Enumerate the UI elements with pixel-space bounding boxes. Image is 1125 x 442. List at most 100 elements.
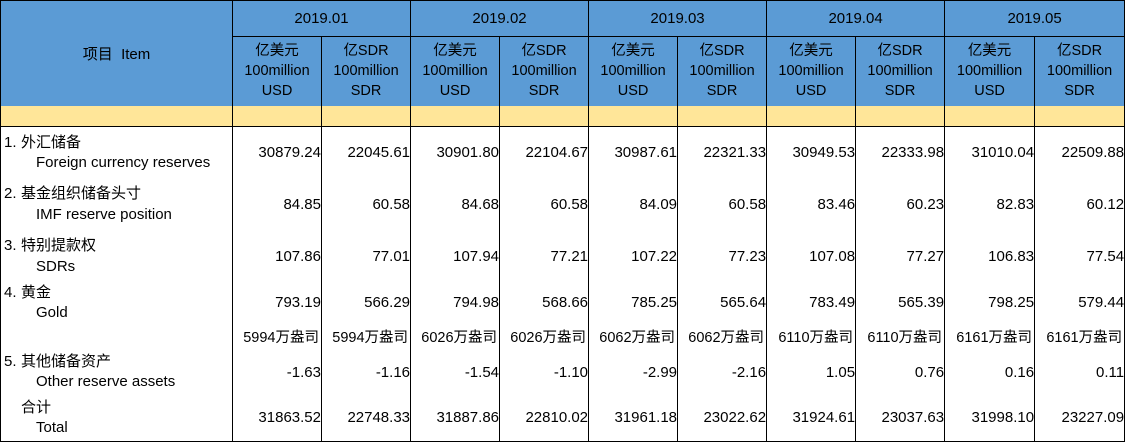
row-number: 4. — [4, 283, 17, 301]
value-cell: 23037.63 — [855, 395, 946, 441]
row-label-zh: 合计 — [21, 398, 52, 416]
value-cell: -2.16 — [677, 349, 768, 395]
band-cell — [766, 105, 857, 127]
value-cell: 77.27 — [855, 230, 946, 283]
value-cell: 22333.98 — [855, 126, 946, 179]
row-label: 合计 Total — [0, 395, 233, 441]
row-label: 1. 外汇储备 Foreign currency reserves — [0, 126, 233, 179]
value-cell: 60.58 — [677, 178, 768, 231]
value-cell: 77.21 — [499, 230, 590, 283]
row-label-en: Gold — [36, 303, 68, 321]
row-number: 5. — [4, 352, 17, 370]
value-cell: 6026万盎司 — [499, 323, 590, 349]
value-cell: -1.10 — [499, 349, 590, 395]
unit-header-sdr: 亿SDR 100million SDR — [855, 36, 946, 106]
value-cell: 566.29 — [320, 282, 412, 323]
value-cell: 565.64 — [677, 282, 768, 323]
band-cell — [410, 105, 501, 127]
value-cell: 793.19 — [232, 282, 322, 323]
value-cell: 107.22 — [588, 230, 679, 283]
item-column-header: 项目 Item — [0, 0, 233, 106]
value-cell: 579.44 — [1034, 282, 1125, 323]
value-cell: 106.83 — [944, 230, 1036, 283]
value-cell: 23227.09 — [1034, 395, 1125, 441]
value-cell: 84.85 — [232, 178, 322, 231]
period-header: 2019.03 — [588, 0, 768, 37]
value-cell: 6026万盎司 — [410, 323, 501, 349]
value-cell: 77.54 — [1034, 230, 1125, 283]
value-cell: -1.63 — [232, 349, 322, 395]
row-label — [0, 323, 233, 349]
value-cell: 22748.33 — [320, 395, 412, 441]
value-cell: 5994万盎司 — [320, 323, 412, 349]
period-header: 2019.04 — [766, 0, 946, 37]
row-label: 4. 黄金 Gold — [0, 282, 233, 323]
band-cell — [0, 105, 233, 127]
header-unit-row: 亿美元 100million USD 亿SDR 100million SDR 亿… — [1, 36, 1125, 106]
value-cell: 6062万盎司 — [677, 323, 768, 349]
value-cell: 30949.53 — [766, 126, 857, 179]
value-cell: 30987.61 — [588, 126, 679, 179]
row-label-zh: 外汇储备 — [21, 133, 82, 151]
value-cell: 6062万盎司 — [588, 323, 679, 349]
table-row: 5. 其他储备资产 Other reserve assets -1.63 -1.1… — [0, 349, 1125, 395]
value-cell: 22104.67 — [499, 126, 590, 179]
separator-band — [0, 105, 1125, 127]
value-cell: 31961.18 — [588, 395, 679, 441]
value-cell: 565.39 — [855, 282, 946, 323]
row-label-zh: 基金组织储备头寸 — [21, 185, 142, 203]
unit-header-usd: 亿美元 100million USD — [410, 36, 501, 106]
value-cell: 31924.61 — [766, 395, 857, 441]
row-label-zh: 特别提款权 — [21, 237, 97, 255]
row-label: 5. 其他储备资产 Other reserve assets — [0, 349, 233, 395]
value-cell: 22509.88 — [1034, 126, 1125, 179]
value-cell: 0.11 — [1034, 349, 1125, 395]
period-header: 2019.02 — [410, 0, 590, 37]
value-cell: 783.49 — [766, 282, 857, 323]
period-header: 2019.05 — [944, 0, 1125, 37]
value-cell: 84.68 — [410, 178, 501, 231]
value-cell: 1.05 — [766, 349, 857, 395]
row-label: 3. 特别提款权 SDRs — [0, 230, 233, 283]
value-cell: 785.25 — [588, 282, 679, 323]
value-cell: 5994万盎司 — [232, 323, 322, 349]
value-cell: 107.86 — [232, 230, 322, 283]
value-cell: 22321.33 — [677, 126, 768, 179]
period-header: 2019.01 — [231, 0, 412, 37]
band-cell — [588, 105, 679, 127]
table-row: 1. 外汇储备 Foreign currency reserves 30879.2… — [0, 126, 1125, 179]
table-row: 3. 特别提款权 SDRs 107.86 77.01 107.94 77.21 1… — [0, 230, 1125, 283]
row-label-zh: 其他储备资产 — [21, 352, 112, 370]
value-cell: 6110万盎司 — [855, 323, 946, 349]
unit-header-usd: 亿美元 100million USD — [944, 36, 1036, 106]
value-cell: 107.94 — [410, 230, 501, 283]
band-cell — [855, 105, 946, 127]
value-cell: 107.08 — [766, 230, 857, 283]
header-year-row: 项目 Item 2019.01 2019.02 2019.03 2019.04 … — [0, 0, 1125, 106]
value-cell: 798.25 — [944, 282, 1036, 323]
value-cell: 60.58 — [499, 178, 590, 231]
row-label-en: Foreign currency reserves — [36, 153, 211, 171]
unit-header-usd: 亿美元 100million USD — [232, 36, 322, 106]
value-cell: 77.01 — [320, 230, 412, 283]
value-cell: 31998.10 — [944, 395, 1036, 441]
value-cell: 30901.80 — [410, 126, 501, 179]
unit-header-sdr: 亿SDR 100million SDR — [320, 36, 412, 106]
row-label-zh: 黄金 — [21, 283, 52, 301]
value-cell: 6110万盎司 — [766, 323, 857, 349]
value-cell: 23022.62 — [677, 395, 768, 441]
value-cell: 84.09 — [588, 178, 679, 231]
row-number: 3. — [4, 237, 17, 255]
value-cell: -1.16 — [320, 349, 412, 395]
row-number: 2. — [4, 185, 17, 203]
row-label-en: Other reserve assets — [36, 373, 176, 390]
value-cell: 60.12 — [1034, 178, 1125, 231]
value-cell: 6161万盎司 — [944, 323, 1036, 349]
band-cell — [677, 105, 768, 127]
value-cell: 6161万盎司 — [1034, 323, 1125, 349]
value-cell: 82.83 — [944, 178, 1036, 231]
table-row-total: 合计 Total 31863.52 22748.33 31887.86 2281… — [0, 395, 1125, 441]
table-row-gold-ounces: 5994万盎司 5994万盎司 6026万盎司 6026万盎司 6062万盎司 … — [0, 323, 1125, 349]
table-row: 4. 黄金 Gold 793.19 566.29 794.98 568.66 78… — [0, 282, 1125, 323]
value-cell: 60.58 — [320, 178, 412, 231]
